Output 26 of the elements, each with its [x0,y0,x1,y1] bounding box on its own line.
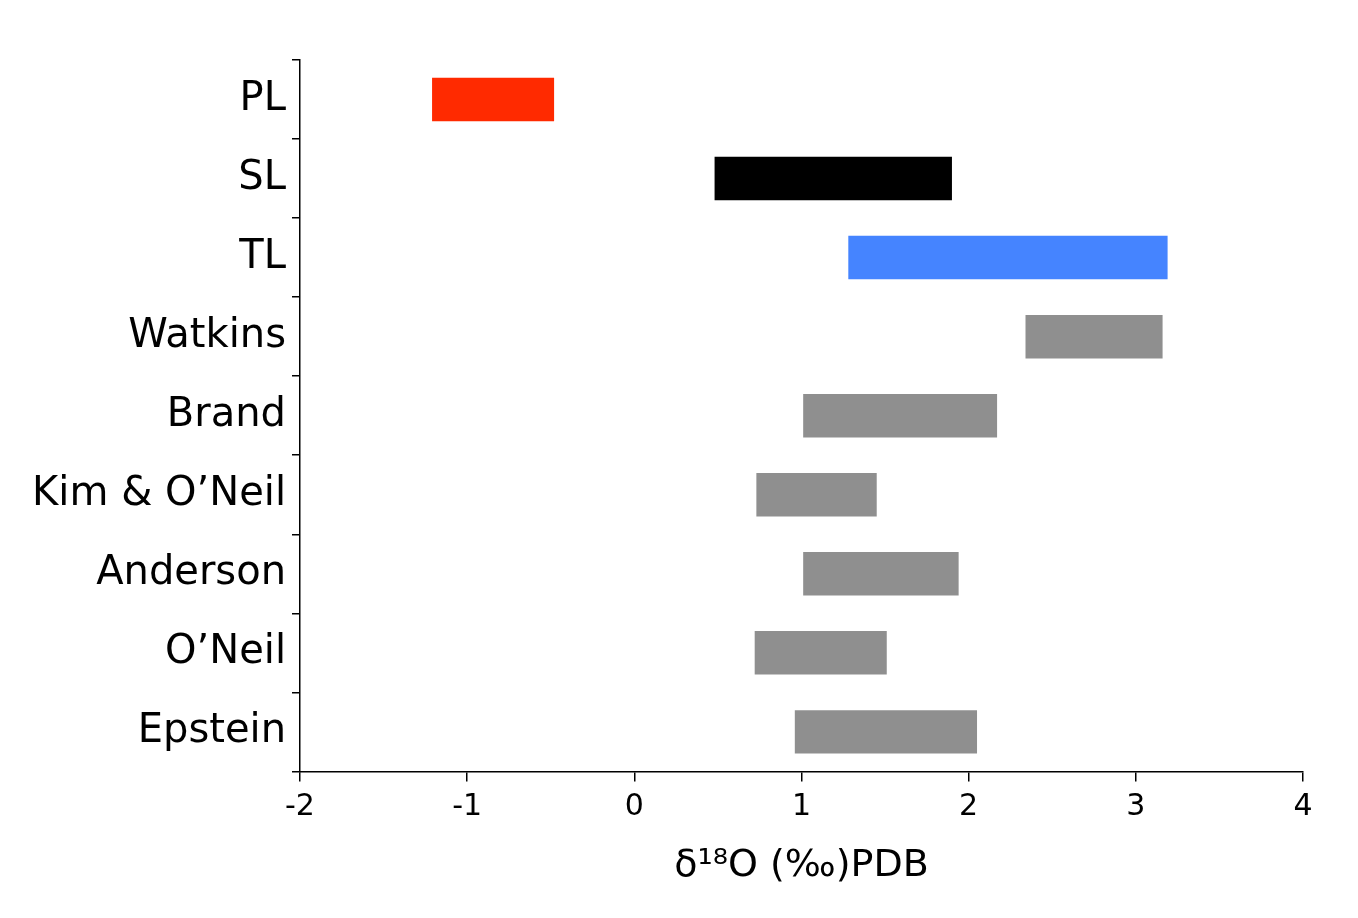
y-tick-label: TL [238,231,287,277]
bar [794,710,978,754]
bar [803,552,959,596]
bar [848,235,1168,280]
x-tick-label: -1 [452,787,483,823]
bar [803,393,998,438]
y-tick-label: SL [238,151,287,198]
x-axis-title: δ¹⁸O (‰)PDB [674,841,929,886]
bar [754,631,887,675]
x-tick-label: 1 [791,787,812,823]
y-tick-label: PL [239,72,287,119]
x-tick-label: 2 [959,787,979,823]
bar [1025,314,1163,359]
y-tick-label: Anderson [96,547,286,594]
x-tick-label: 0 [624,787,644,823]
bar [714,156,952,201]
bar [756,473,877,517]
y-tick-label: Watkins [128,310,286,357]
y-tick-label: O’Neil [165,626,286,673]
y-tick-label: Epstein [137,705,286,752]
bar [432,77,555,122]
x-tick-label: 3 [1126,787,1146,823]
x-tick-label: -2 [285,787,315,823]
y-tick-label: Brand [166,389,286,436]
y-tick-label: Kim & O’Neil [32,468,286,515]
x-tick-label: 4 [1293,787,1313,823]
